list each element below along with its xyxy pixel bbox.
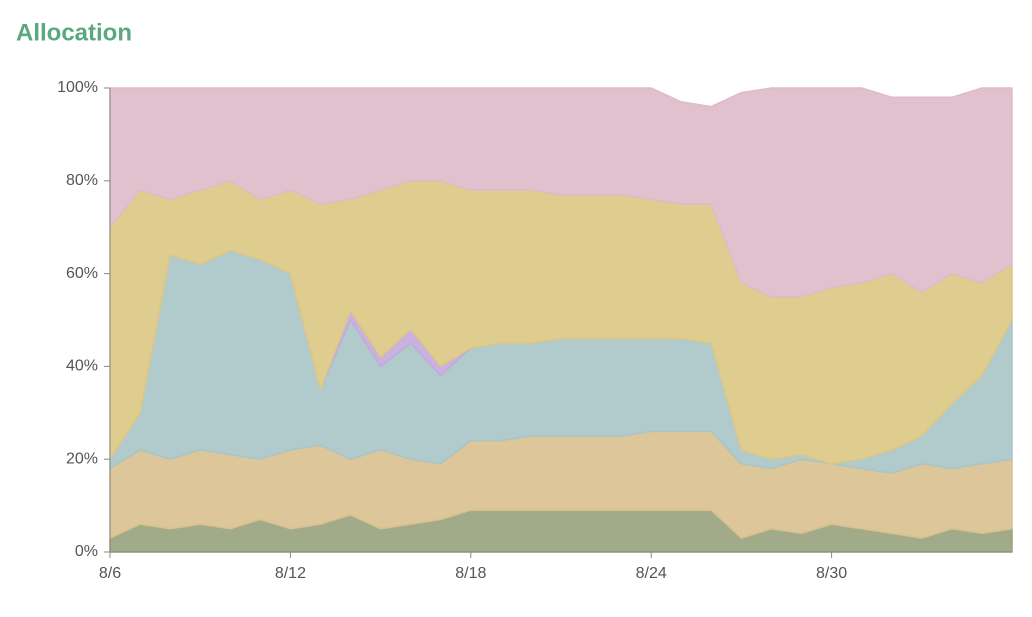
x-tick-label: 8/6: [99, 565, 121, 582]
y-tick-label: 60%: [66, 265, 98, 282]
y-tick-label: 100%: [57, 79, 98, 96]
x-tick-label: 8/30: [816, 565, 847, 582]
areas: [109, 87, 1013, 553]
chart-title: Allocation: [16, 19, 132, 46]
x-tick-label: 8/12: [275, 565, 306, 582]
y-tick-label: 40%: [66, 358, 98, 375]
x-tick-label: 8/18: [455, 565, 486, 582]
area: [109, 87, 1013, 298]
x-tick-label: 8/24: [636, 565, 667, 582]
y-tick-label: 20%: [66, 450, 98, 467]
axes: 0% 20% 40% 60% 80% 100% 8/6 8/12 8/18 8/24 8/30: [57, 79, 1012, 582]
y-tick-label: 0%: [75, 543, 98, 560]
y-tick-label: 80%: [66, 172, 98, 189]
